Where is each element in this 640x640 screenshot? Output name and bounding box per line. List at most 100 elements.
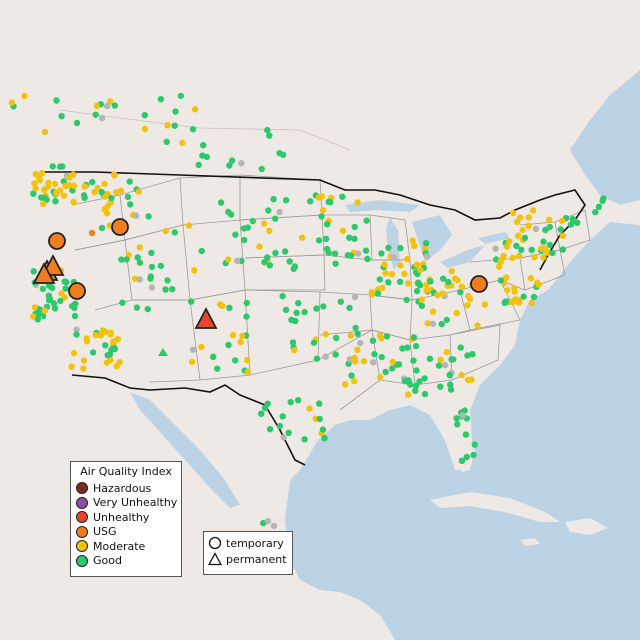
station-marker — [272, 249, 279, 257]
station-marker — [404, 280, 412, 287]
very-unhealthy-swatch-icon — [76, 496, 88, 509]
station-marker — [226, 162, 233, 169]
station-marker — [126, 178, 133, 185]
station-marker — [469, 351, 476, 358]
station-marker — [315, 237, 323, 244]
station-marker — [80, 192, 88, 199]
station-marker — [351, 235, 358, 242]
station-marker — [89, 178, 96, 186]
station-marker — [301, 436, 308, 443]
station-marker — [404, 391, 412, 398]
station-marker — [38, 170, 46, 177]
station-marker — [385, 279, 392, 286]
station-marker — [124, 193, 132, 201]
station-marker — [595, 203, 603, 210]
station-marker — [509, 209, 517, 217]
station-marker — [36, 176, 44, 184]
station-marker — [294, 397, 302, 404]
station-marker — [354, 346, 361, 353]
station-marker — [195, 161, 202, 169]
station-marker — [73, 119, 81, 127]
station-marker — [535, 281, 542, 288]
station-marker — [429, 308, 437, 315]
station-marker — [515, 296, 523, 304]
station-marker — [258, 165, 265, 173]
station-marker — [351, 293, 359, 301]
station-marker — [147, 273, 154, 280]
station-marker — [429, 320, 437, 328]
station-marker — [144, 305, 151, 313]
legend-item-moderate: Moderate — [71, 539, 181, 554]
legend-label: temporary — [226, 536, 284, 550]
station-marker — [264, 517, 272, 525]
station-marker — [106, 98, 114, 105]
station-marker — [458, 457, 466, 464]
station-marker — [281, 248, 289, 255]
station-marker — [276, 422, 284, 430]
station-marker — [133, 212, 140, 219]
station-marker — [462, 431, 470, 438]
station-marker — [108, 194, 115, 202]
legend-label: permanent — [226, 552, 287, 566]
station-marker — [225, 341, 232, 349]
station-marker — [389, 365, 396, 372]
land-jamaica — [520, 538, 540, 546]
station-marker — [141, 112, 148, 119]
station-marker — [141, 125, 149, 133]
station-marker — [322, 331, 329, 338]
station-marker — [416, 378, 423, 385]
station-marker — [310, 339, 318, 346]
station-marker — [424, 320, 431, 327]
station-marker — [316, 400, 323, 407]
station-marker — [306, 405, 313, 412]
station-marker — [440, 275, 447, 282]
station-marker — [51, 180, 59, 188]
station-marker — [504, 287, 511, 294]
station-marker — [164, 277, 171, 284]
station-marker — [256, 243, 263, 250]
station-marker — [113, 189, 120, 196]
station-marker — [291, 347, 298, 354]
station-marker — [347, 332, 354, 339]
station-marker — [191, 106, 199, 113]
station-marker — [514, 232, 522, 239]
station-marker — [439, 290, 446, 297]
station-marker — [364, 255, 371, 263]
station-marker — [188, 298, 195, 305]
station-marker — [103, 102, 111, 110]
station-marker — [474, 322, 481, 329]
station-marker — [62, 182, 69, 189]
station-marker — [448, 268, 455, 275]
legend-item-temporary: temporary — [204, 535, 292, 551]
station-marker — [34, 316, 41, 323]
station-marker — [503, 274, 510, 281]
station-marker — [355, 250, 362, 257]
station-marker — [118, 256, 125, 263]
station-marker — [354, 330, 361, 337]
station-marker — [371, 350, 378, 358]
station-marker — [509, 299, 517, 306]
good-swatch-icon — [76, 554, 88, 567]
station-marker — [80, 357, 88, 364]
station-marker — [293, 309, 300, 316]
station-marker — [70, 182, 78, 189]
station-marker — [70, 198, 77, 206]
legend-label: Unhealthy — [93, 510, 150, 524]
station-marker — [322, 235, 330, 242]
moderate-swatch-icon — [76, 540, 88, 553]
station-marker — [286, 258, 293, 265]
station-marker — [71, 304, 78, 311]
station-marker — [531, 254, 538, 261]
station-marker — [31, 304, 38, 311]
station-marker — [368, 288, 376, 296]
station-marker — [383, 333, 391, 340]
station-marker — [266, 227, 273, 234]
station-marker — [313, 305, 320, 312]
station-marker — [243, 313, 250, 320]
station-marker — [101, 206, 108, 213]
station-marker — [307, 198, 314, 205]
station-marker — [171, 122, 178, 129]
station-marker — [272, 215, 279, 222]
station-marker — [177, 92, 184, 100]
